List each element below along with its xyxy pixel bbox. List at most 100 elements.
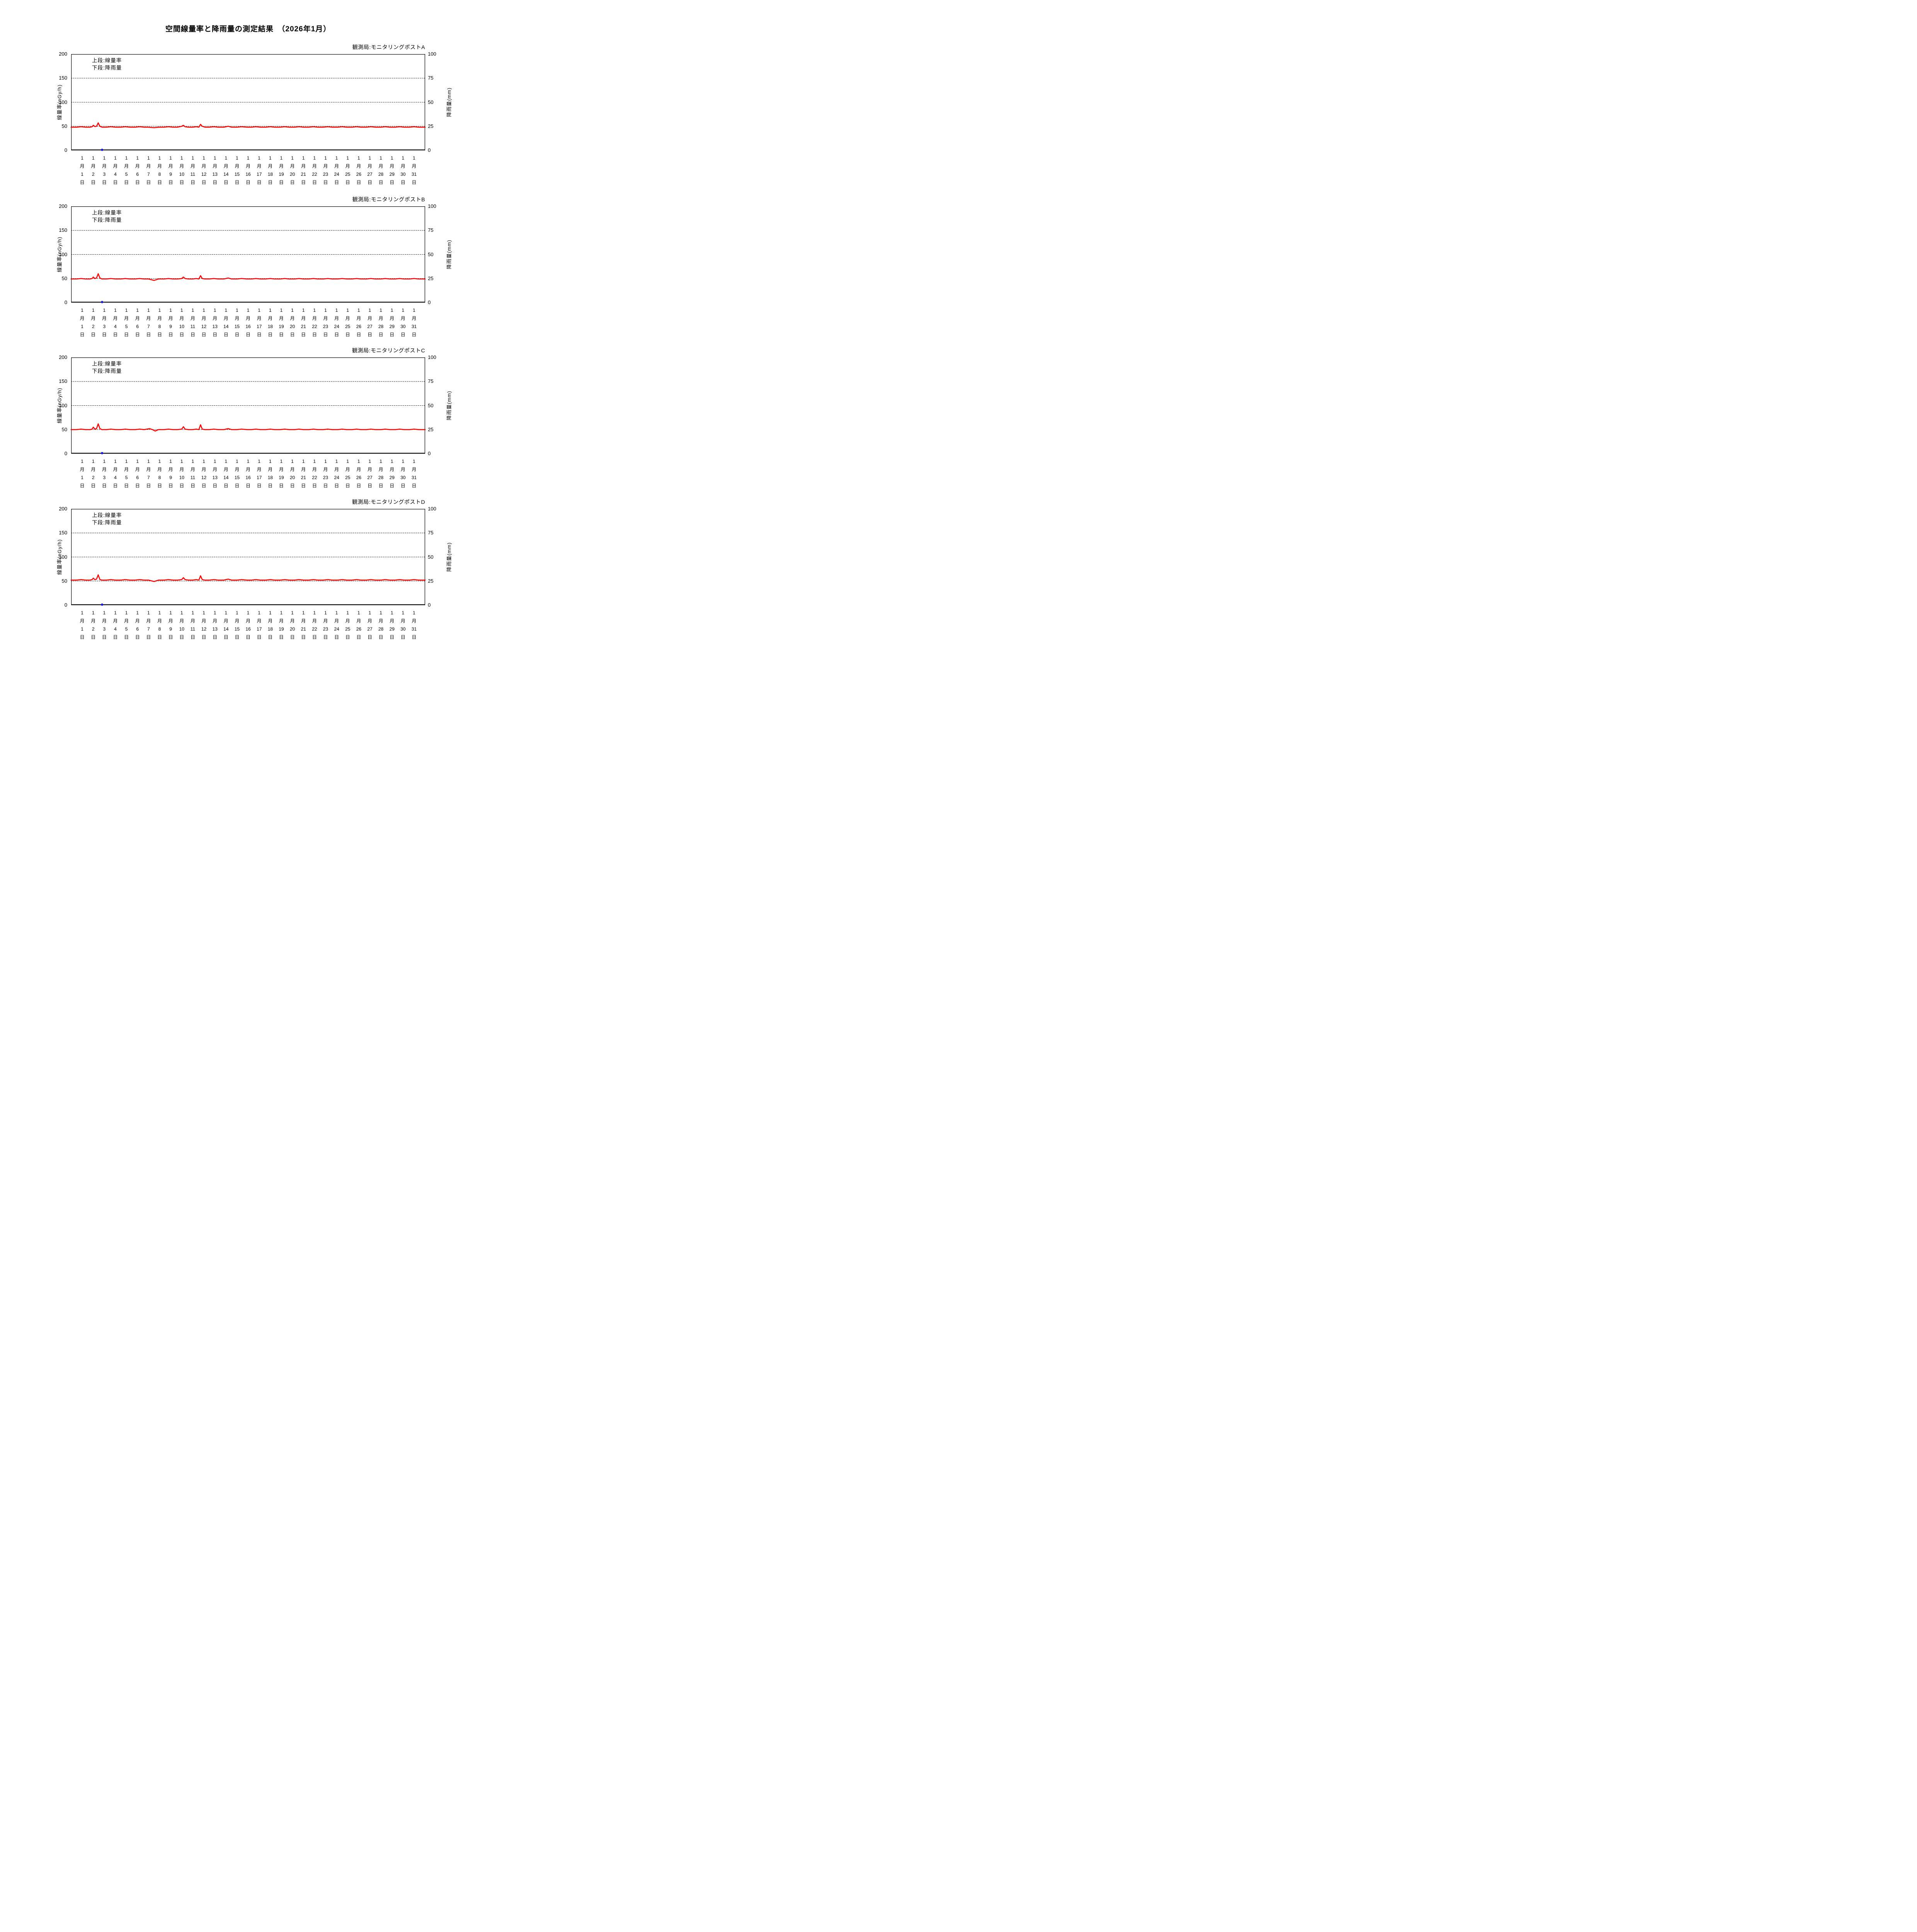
x-tick-label-jan-15: 1 月 15 日 xyxy=(232,457,242,490)
x-tick-char: 11 xyxy=(190,324,196,329)
station-label: 観測局:モニタリングポストC xyxy=(352,347,425,354)
x-tick-char: 1 xyxy=(413,155,415,161)
x-tick-char: 21 xyxy=(301,172,306,177)
x-tick-char: 1 xyxy=(81,172,83,177)
x-tick-char: 月 xyxy=(135,618,140,624)
dose-rain-plot xyxy=(70,357,426,454)
legend: 上段:線量率 下段:降雨量 xyxy=(92,209,122,224)
x-tick-label-jan-9: 1 月 9 日 xyxy=(166,306,176,339)
x-tick-char: 月 xyxy=(179,467,184,472)
x-tick-char: 日 xyxy=(268,634,273,640)
x-tick-char: 1 xyxy=(81,459,83,464)
x-tick-char: 29 xyxy=(389,324,395,329)
x-tick-char: 日 xyxy=(378,634,383,640)
x-tick-char: 日 xyxy=(412,483,417,488)
x-tick-char: 1 xyxy=(324,610,327,616)
x-tick-char: 日 xyxy=(168,332,173,337)
left-y-tick-label: 0 xyxy=(64,299,67,305)
x-tick-label-jan-8: 1 月 8 日 xyxy=(155,609,165,641)
x-tick-char: 月 xyxy=(378,618,383,624)
x-tick-char: 1 xyxy=(357,610,360,616)
x-tick-label-jan-31: 1 月 31 日 xyxy=(409,609,419,641)
x-tick-char: 22 xyxy=(312,626,317,632)
x-tick-label-jan-25: 1 月 25 日 xyxy=(343,609,353,641)
x-tick-char: 日 xyxy=(400,332,405,337)
x-tick-char: 月 xyxy=(412,467,417,472)
x-tick-char: 1 xyxy=(269,610,272,616)
right-y-tick-label: 25 xyxy=(428,578,434,584)
x-tick-char: 1 xyxy=(158,155,161,161)
x-tick-char: 月 xyxy=(80,316,85,321)
x-tick-char: 1 xyxy=(291,155,294,161)
x-tick-char: 28 xyxy=(378,324,384,329)
x-tick-char: 月 xyxy=(400,163,405,169)
x-tick-char: 月 xyxy=(334,316,339,321)
x-tick-char: 16 xyxy=(245,324,251,329)
x-tick-char: 1 xyxy=(169,459,172,464)
x-tick-char: 1 xyxy=(258,610,260,616)
x-tick-char: 1 xyxy=(357,459,360,464)
x-tick-label-jan-14: 1 月 14 日 xyxy=(221,154,231,187)
x-tick-char: 月 xyxy=(80,163,85,169)
x-tick-char: 1 xyxy=(191,155,194,161)
x-tick-char: 25 xyxy=(345,626,351,632)
x-tick-char: 1 xyxy=(368,308,371,313)
x-tick-char: 月 xyxy=(80,467,85,472)
x-tick-char: 1 xyxy=(368,459,371,464)
legend: 上段:線量率 下段:降雨量 xyxy=(92,57,122,71)
x-tick-char: 1 xyxy=(213,155,216,161)
x-tick-char: 月 xyxy=(223,618,228,624)
x-tick-char: 1 xyxy=(147,610,150,616)
x-tick-char: 1 xyxy=(313,155,316,161)
legend-line-rain: 下段:降雨量 xyxy=(92,520,122,526)
x-tick-label-jan-12: 1 月 12 日 xyxy=(199,457,209,490)
x-tick-char: 月 xyxy=(412,618,417,624)
x-tick-char: 20 xyxy=(289,626,295,632)
x-tick-label-jan-29: 1 月 29 日 xyxy=(387,457,397,490)
x-tick-char: 月 xyxy=(301,618,306,624)
x-tick-char: 月 xyxy=(301,163,306,169)
x-tick-char: 月 xyxy=(257,316,262,321)
x-tick-char: 1 xyxy=(136,155,139,161)
x-tick-char: 17 xyxy=(256,475,262,480)
x-tick-char: 月 xyxy=(201,618,206,624)
x-tick-char: 日 xyxy=(102,483,107,488)
x-tick-char: 日 xyxy=(102,180,107,185)
x-tick-label-jan-12: 1 月 12 日 xyxy=(199,306,209,339)
left-y-tick-label: 50 xyxy=(61,123,67,129)
legend: 上段:線量率 下段:降雨量 xyxy=(92,512,122,526)
x-tick-char: 11 xyxy=(190,626,196,632)
left-y-tick-label: 0 xyxy=(64,602,67,608)
x-tick-char: 日 xyxy=(268,483,273,488)
x-tick-char: 月 xyxy=(268,163,273,169)
plot-area: 上段:線量率 下段:降雨量 xyxy=(70,206,426,303)
x-tick-label-jan-18: 1 月 18 日 xyxy=(265,609,275,641)
x-tick-char: 月 xyxy=(190,618,195,624)
x-tick-char: 月 xyxy=(356,618,361,624)
x-tick-label-jan-10: 1 月 10 日 xyxy=(177,154,187,187)
x-tick-char: 月 xyxy=(157,618,162,624)
station-label: 観測局:モニタリングポストD xyxy=(352,499,425,505)
x-tick-char: 月 xyxy=(378,467,383,472)
x-tick-char: 1 xyxy=(313,459,316,464)
x-tick-char: 日 xyxy=(312,180,317,185)
x-tick-label-jan-9: 1 月 9 日 xyxy=(166,457,176,490)
x-tick-label-jan-26: 1 月 26 日 xyxy=(354,306,364,339)
x-tick-char: 8 xyxy=(158,172,161,177)
x-tick-char: 日 xyxy=(245,180,250,185)
rain-marker xyxy=(101,452,104,454)
left-y-tick-label: 150 xyxy=(59,75,67,81)
x-tick-label-jan-5: 1 月 5 日 xyxy=(121,154,131,187)
x-tick-char: 月 xyxy=(190,467,195,472)
x-tick-char: 日 xyxy=(301,634,306,640)
x-tick-char: 日 xyxy=(345,180,350,185)
x-tick-char: 日 xyxy=(146,180,151,185)
x-tick-char: 1 xyxy=(258,308,260,313)
chart-monitoring-post-b: 観測局:モニタリングポストB 線量率(nGy/h) 降雨量(mm) 200 150… xyxy=(0,191,479,342)
x-tick-char: 16 xyxy=(245,172,251,177)
right-y-tick-label: 25 xyxy=(428,275,434,281)
x-tick-char: 月 xyxy=(113,316,118,321)
dose-rain-plot xyxy=(70,206,426,303)
x-tick-char: 1 xyxy=(324,155,327,161)
x-tick-char: 1 xyxy=(402,459,405,464)
